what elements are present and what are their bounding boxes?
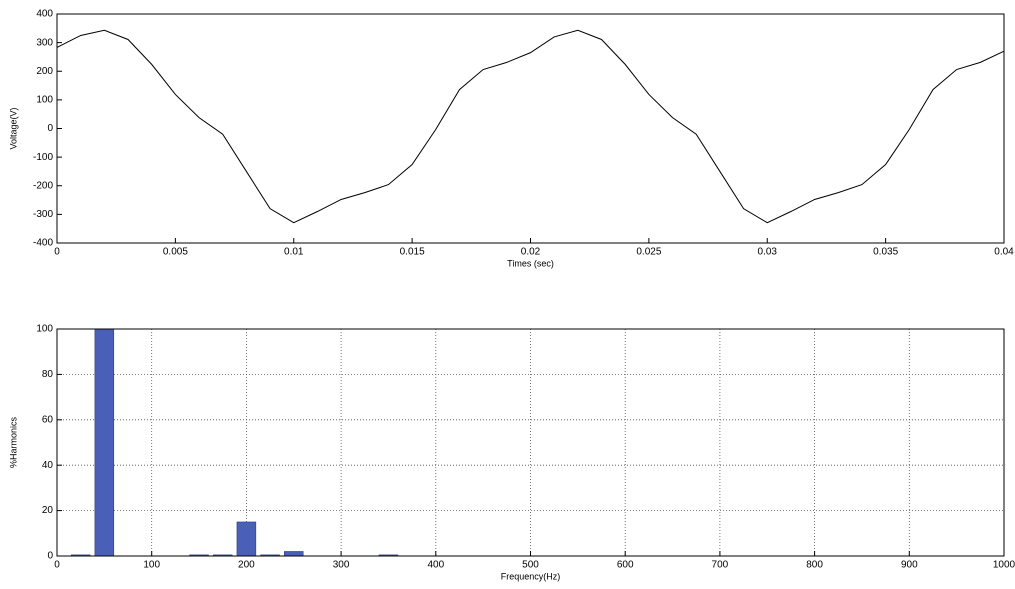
y-tick-label: 0 bbox=[47, 551, 53, 562]
line-series bbox=[56, 29, 1005, 224]
y-axis-label: %Harmonics bbox=[8, 416, 18, 468]
x-tick-label: 700 bbox=[712, 560, 729, 571]
x-tick-label: 0.015 bbox=[400, 247, 425, 258]
y-tick-label: -400 bbox=[33, 238, 53, 249]
x-axis-label: Frequency(Hz) bbox=[501, 571, 561, 581]
x-tick-label: 900 bbox=[901, 560, 918, 571]
y-tick-label: 400 bbox=[36, 9, 53, 20]
y-tick-label: 80 bbox=[42, 369, 54, 380]
x-tick-label: 0.03 bbox=[758, 247, 778, 258]
x-tick-label: 0 bbox=[54, 247, 60, 258]
x-tick-label: 800 bbox=[806, 560, 823, 571]
y-tick-label: 20 bbox=[42, 505, 54, 516]
x-tick-label: 100 bbox=[143, 560, 160, 571]
x-tick-label: 600 bbox=[617, 560, 634, 571]
y-tick-label: 0 bbox=[47, 123, 53, 134]
x-tick-label: 0.04 bbox=[994, 247, 1014, 258]
x-tick-label: 0.035 bbox=[873, 247, 898, 258]
y-tick-label: 300 bbox=[36, 37, 53, 48]
x-tick-label: 0.025 bbox=[636, 247, 661, 258]
x-tick-label: 0.01 bbox=[284, 247, 304, 258]
plot-area bbox=[57, 14, 1004, 243]
bar bbox=[94, 328, 115, 557]
bar bbox=[284, 551, 304, 557]
y-tick-label: 60 bbox=[42, 414, 54, 425]
bar bbox=[236, 521, 257, 557]
x-tick-label: 300 bbox=[333, 560, 350, 571]
y-tick-label: -100 bbox=[33, 152, 53, 163]
y-tick-label: 100 bbox=[36, 324, 53, 335]
y-tick-label: -300 bbox=[33, 209, 53, 220]
x-tick-label: 0.005 bbox=[163, 247, 188, 258]
x-tick-label: 500 bbox=[522, 560, 539, 571]
x-axis-label: Times (sec) bbox=[507, 258, 554, 268]
y-tick-label: 40 bbox=[42, 460, 54, 471]
y-tick-label: 200 bbox=[36, 66, 53, 77]
axes-frame bbox=[56, 13, 1005, 244]
y-tick-label: 100 bbox=[36, 95, 53, 106]
x-tick-label: 200 bbox=[238, 560, 255, 571]
y-axis-label: Voltage(V) bbox=[8, 107, 18, 149]
axes-frame bbox=[56, 328, 1005, 557]
x-tick-label: 400 bbox=[427, 560, 444, 571]
y-tick-label: -200 bbox=[33, 180, 53, 191]
x-tick-label: 0 bbox=[54, 560, 60, 571]
x-tick-label: 1000 bbox=[993, 560, 1015, 571]
x-tick-label: 0.02 bbox=[521, 247, 541, 258]
